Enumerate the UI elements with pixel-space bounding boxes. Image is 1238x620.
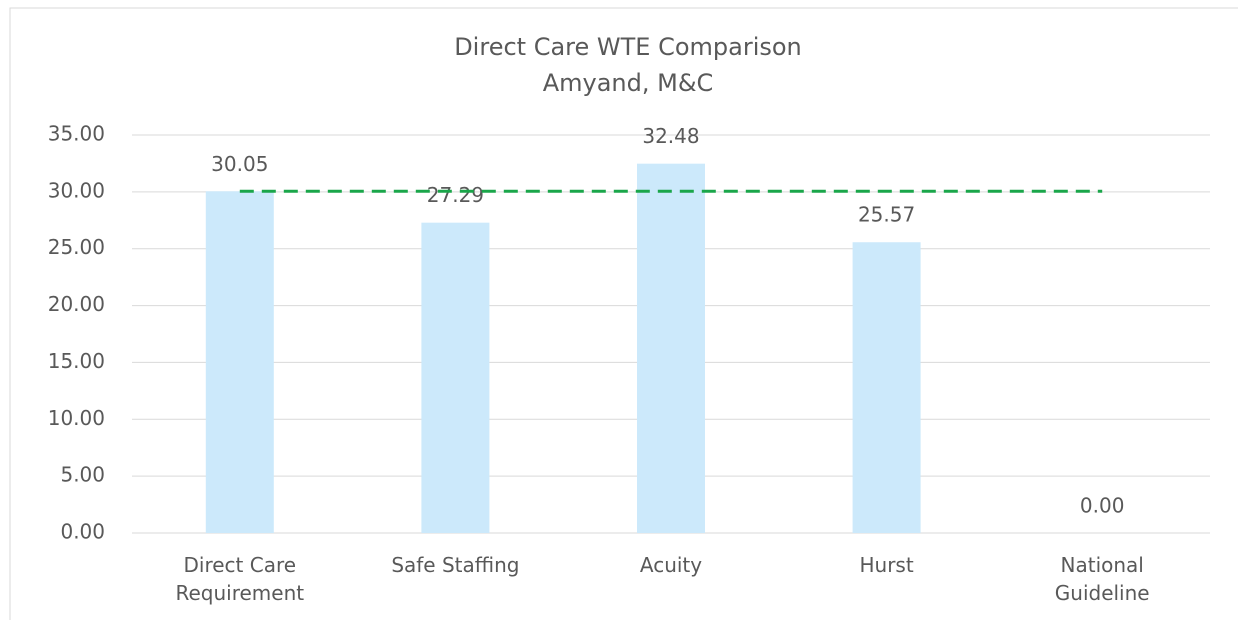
bar [852,242,921,533]
y-tick-label: 35.00 [48,122,105,146]
value-label: 27.29 [427,183,484,207]
chart-frame [9,7,1238,620]
x-tick-label: Direct Care Requirement [175,553,305,605]
bar [205,191,274,533]
x-tick-label: Acuity [639,553,703,577]
y-tick-label: 30.00 [48,178,105,202]
value-label: 32.48 [642,124,699,148]
x-tick-label: National Guideline [1054,553,1150,605]
y-tick-label: 5.00 [60,463,105,487]
y-tick-label: 10.00 [48,406,105,430]
y-tick-label: 0.00 [60,520,105,544]
bar [421,222,490,534]
bar [637,163,705,533]
y-tick-label: 15.00 [48,349,105,373]
y-tick-label: 25.00 [48,235,105,259]
value-label: 30.05 [211,152,268,176]
value-label: 25.57 [858,203,915,227]
x-tick-label: Hurst [859,553,914,577]
chart-title: Direct Care WTE Comparison [454,33,802,61]
chart-subtitle: Amyand, M&C [543,69,714,97]
x-tick-label: Safe Staffing [391,553,520,577]
y-tick-label: 20.00 [48,292,105,316]
value-label: 0.00 [1080,494,1125,518]
